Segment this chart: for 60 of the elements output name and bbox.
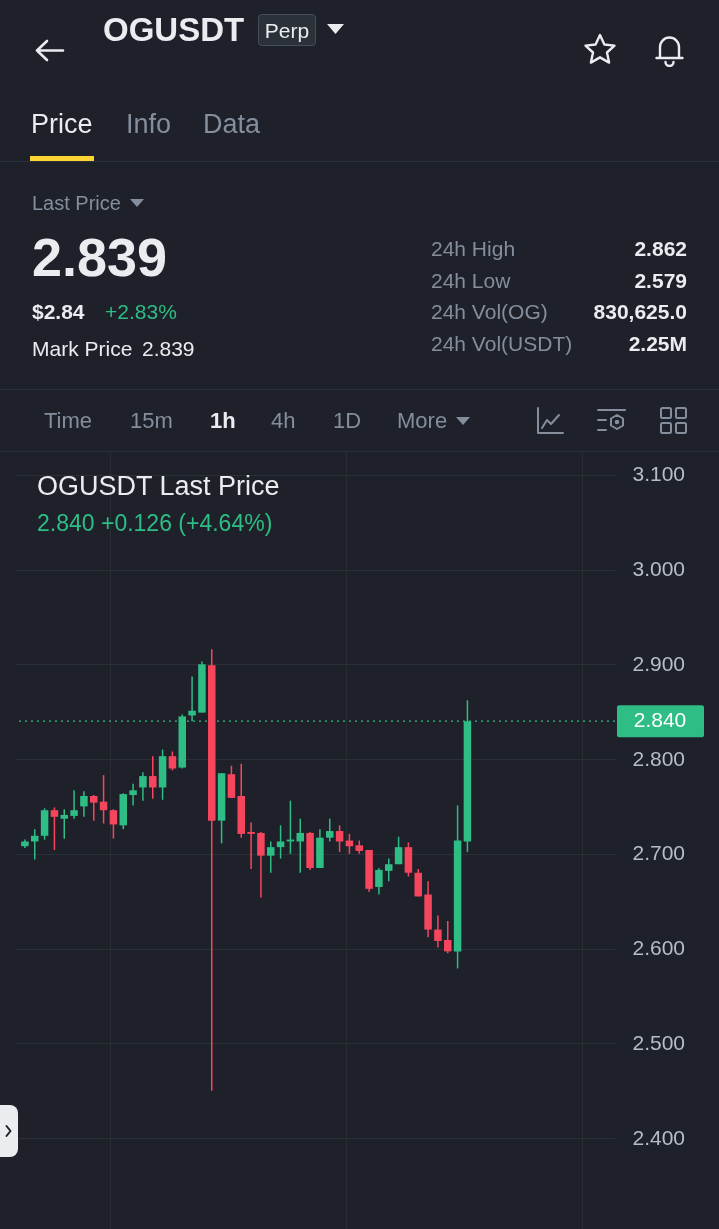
text: 2.839 [32, 226, 168, 287]
text: 15m [130, 408, 173, 434]
y-tick-label: 2.400 [632, 1125, 686, 1149]
text: +2.83% [105, 300, 177, 324]
candlestick [335, 824, 344, 853]
candlestick [444, 920, 452, 955]
ref-line-label: 2.840 [633, 708, 687, 732]
candlestick [31, 828, 39, 861]
candlestick [227, 764, 236, 799]
text: 24h Low [431, 269, 511, 293]
y-tick-label: 3.100 [632, 462, 686, 486]
candlestick [267, 840, 275, 874]
candlestick [326, 817, 334, 843]
candlestick [90, 794, 98, 822]
text: 1D [333, 408, 362, 434]
text: $2.84 [32, 300, 85, 324]
candlestick [60, 808, 68, 840]
y-tick-label: 2.600 [632, 936, 686, 960]
text: 24h High [431, 237, 516, 261]
text: OGUSDT [103, 10, 245, 48]
text: 2.862 [634, 237, 687, 261]
text: 2.579 [634, 269, 687, 293]
candlestick [70, 789, 78, 820]
candlestick [394, 835, 403, 865]
text: 2.25M [628, 332, 687, 356]
y-tick-label: 2.900 [632, 651, 686, 675]
text: 24h Vol(USDT) [431, 332, 573, 356]
text: 24h Vol(OG) [431, 300, 548, 324]
text: 2.839 [142, 337, 195, 361]
text: 2.840 +0.126 (+4.64%) [37, 509, 273, 536]
text: Last Price [32, 192, 121, 215]
y-tick-label: 3.000 [632, 557, 686, 581]
text: Data [203, 109, 261, 140]
candlestick [50, 806, 59, 851]
candlestick [385, 857, 393, 883]
candlestick [375, 867, 383, 896]
candlestick [276, 824, 285, 860]
candlestick [149, 755, 157, 800]
candlestick [109, 808, 118, 840]
candlestick [247, 821, 255, 870]
text: Time [44, 408, 93, 434]
text: Info [126, 109, 172, 140]
y-tick-label: 2.500 [632, 1030, 686, 1054]
text: Price [31, 109, 93, 140]
candlestick [168, 750, 177, 772]
candlestick [257, 831, 265, 899]
text: 1h [210, 408, 236, 434]
text: 4h [271, 408, 296, 434]
y-tick-label: 2.700 [632, 841, 686, 865]
text: Mark Price [32, 337, 133, 361]
text: 830,625.0 [593, 300, 687, 324]
candlestick [434, 914, 442, 949]
text: More [397, 408, 448, 434]
y-tick-label: 2.800 [632, 746, 686, 770]
text: OGUSDT Last Price [37, 470, 280, 501]
candlestick [139, 771, 147, 802]
candlestick [414, 868, 422, 898]
candlestick [80, 790, 88, 818]
candlestick [129, 782, 137, 807]
text: Perp [264, 18, 310, 42]
